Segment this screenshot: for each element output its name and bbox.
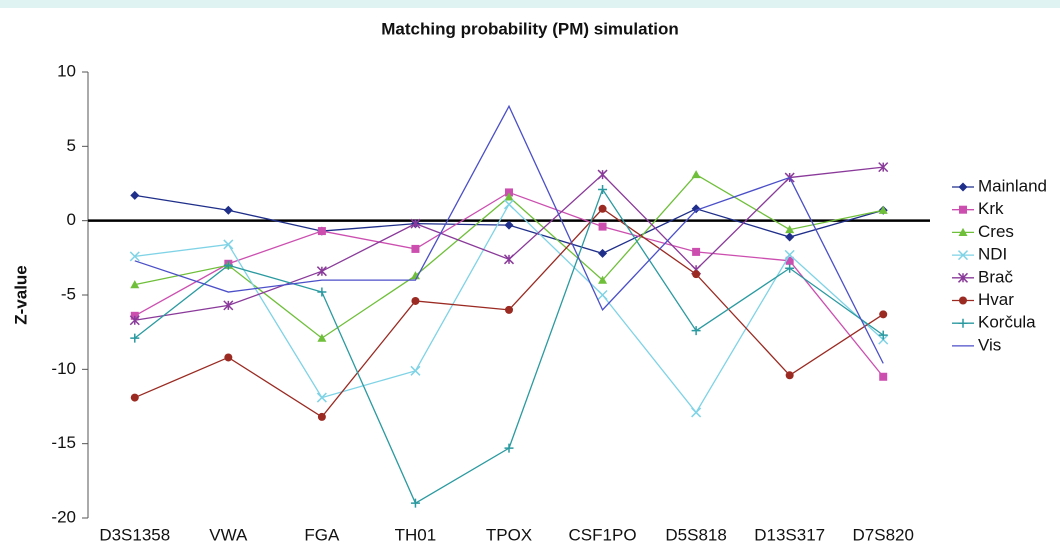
y-tick-label: 5: [67, 136, 76, 155]
x-tick-label: D13S317: [754, 525, 825, 544]
y-tick-label: -10: [51, 359, 76, 378]
chart-title: Matching probability (PM) simulation: [381, 19, 679, 38]
marker: [597, 169, 608, 180]
marker: [692, 247, 701, 256]
legend-marker: [957, 272, 969, 283]
marker: [223, 239, 234, 250]
marker: [410, 218, 421, 229]
marker: [504, 443, 514, 453]
legend-label: Krk: [978, 199, 1004, 218]
series-line: [134, 104, 884, 364]
marker: [878, 330, 888, 340]
marker: [223, 260, 233, 270]
marker: [598, 204, 607, 213]
marker: [223, 300, 234, 311]
y-axis-label: Z-value: [11, 265, 30, 325]
marker: [130, 333, 140, 343]
marker: [503, 199, 515, 210]
marker: [878, 162, 889, 173]
marker: [317, 287, 327, 297]
marker: [316, 266, 327, 277]
marker: [317, 333, 327, 342]
marker: [505, 305, 513, 314]
x-tick-label: TPOX: [486, 525, 532, 544]
legend-marker: [958, 227, 968, 236]
marker: [598, 222, 607, 231]
marker: [785, 232, 795, 242]
marker: [597, 289, 608, 301]
marker: [504, 192, 514, 201]
marker: [785, 256, 794, 265]
y-tick-label: -5: [61, 284, 76, 303]
marker: [785, 263, 795, 273]
x-tick-label: TH01: [395, 525, 437, 544]
top-band: [0, 0, 1060, 8]
legend-label: Hvar: [978, 290, 1014, 309]
marker: [503, 254, 515, 265]
legend-label: Cres: [978, 222, 1014, 241]
x-tick-label: CSF1PO: [569, 525, 637, 544]
marker: [130, 280, 140, 289]
legend-marker: [959, 296, 967, 305]
marker: [224, 353, 233, 362]
x-tick-label: D7S820: [853, 525, 914, 544]
legend-label: Mainland: [978, 176, 1047, 195]
marker: [223, 205, 233, 215]
marker: [504, 220, 514, 230]
marker: [410, 498, 420, 508]
y-tick-label: 0: [67, 210, 76, 229]
series-line: [134, 188, 884, 505]
marker: [692, 270, 701, 279]
marker: [317, 412, 326, 421]
legend-marker: [958, 182, 968, 192]
marker: [691, 326, 701, 336]
x-tick-label: VWA: [209, 525, 248, 544]
marker: [317, 227, 326, 236]
marker: [130, 190, 140, 200]
marker: [785, 371, 794, 380]
marker: [598, 184, 608, 194]
legend-label: Korčula: [978, 313, 1036, 332]
marker: [411, 296, 420, 305]
x-tick-label: D3S1358: [99, 525, 170, 544]
marker: [784, 249, 795, 260]
marker: [129, 251, 140, 262]
marker: [691, 407, 702, 418]
legend-label: Brač: [978, 267, 1013, 286]
marker: [691, 204, 701, 214]
y-tick-label: -15: [51, 433, 76, 452]
marker: [411, 244, 420, 253]
y-tick-label: -20: [51, 507, 76, 526]
marker: [316, 392, 327, 403]
marker: [691, 170, 701, 179]
legend-marker: [958, 318, 968, 328]
legend-marker: [957, 250, 969, 261]
y-tick-label: 10: [57, 61, 76, 80]
x-tick-label: FGA: [304, 525, 340, 544]
marker: [598, 275, 608, 284]
marker: [785, 225, 795, 234]
marker: [879, 372, 888, 381]
marker: [130, 393, 139, 402]
marker: [410, 365, 421, 376]
legend-label: Vis: [978, 335, 1001, 354]
x-tick-label: D5S818: [665, 525, 726, 544]
legend-label: NDI: [978, 245, 1007, 264]
marker: [878, 205, 888, 214]
marker: [129, 315, 140, 326]
marker: [879, 310, 888, 319]
legend-marker: [959, 205, 967, 214]
marker: [598, 248, 608, 258]
